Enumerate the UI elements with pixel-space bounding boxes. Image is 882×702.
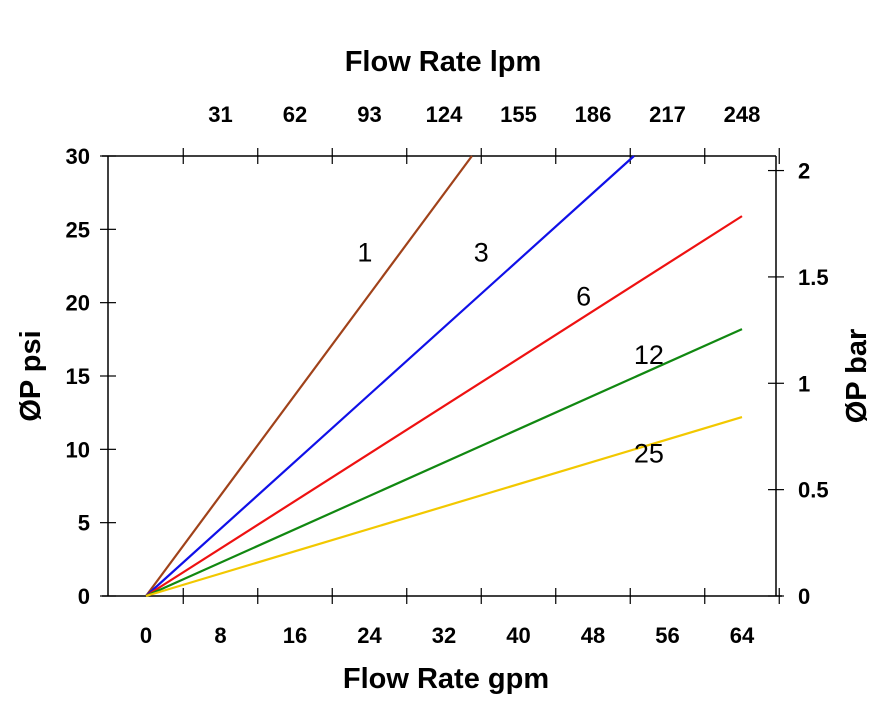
- y-tick-label: 5: [78, 511, 90, 536]
- top-x-tick-label: 186: [575, 102, 612, 127]
- right-y-tick-label: 2: [798, 159, 810, 184]
- y-axis-title: ØP psi: [15, 330, 47, 421]
- x-tick-label: 32: [432, 623, 456, 648]
- x-tick-label: 64: [730, 623, 755, 648]
- series-line-6: [145, 215, 743, 597]
- x-tick-label: 24: [357, 623, 382, 648]
- y-tick-label: 20: [66, 291, 90, 316]
- y-tick-label: 10: [66, 437, 90, 462]
- x-axis-title: Flow Rate gpm: [343, 663, 549, 695]
- series-label-3: 3: [474, 237, 489, 267]
- top-x-tick-label: 124: [426, 102, 463, 127]
- y-tick-label: 25: [66, 217, 90, 242]
- y-tick-label: 30: [66, 144, 90, 169]
- series-line-12: [145, 328, 743, 598]
- x-tick-label: 48: [581, 623, 605, 648]
- series-label-12: 12: [634, 340, 664, 370]
- plot-frame: [102, 155, 782, 597]
- series-label-25: 25: [634, 438, 664, 468]
- right-y-tick-label: 0.5: [798, 478, 829, 503]
- series-label-6: 6: [576, 281, 591, 311]
- y-tick-label: 15: [66, 364, 90, 389]
- right-y-tick-label: 1: [798, 371, 810, 396]
- top-x-axis-title: Flow Rate lpm: [345, 46, 542, 78]
- x-tick-label: 8: [214, 623, 226, 648]
- x-tick-label: 16: [283, 623, 307, 648]
- top-x-tick-label: 248: [724, 102, 761, 127]
- top-x-tick-label: 62: [283, 102, 307, 127]
- series-line-3: [145, 155, 635, 597]
- y-tick-label: 0: [78, 584, 90, 609]
- series-line-1: [145, 155, 473, 597]
- x-tick-label: 0: [140, 623, 152, 648]
- x-tick-label: 56: [655, 623, 679, 648]
- top-x-tick-label: 93: [357, 102, 381, 127]
- x-tick-label: 40: [506, 623, 530, 648]
- top-x-tick-label: 155: [500, 102, 537, 127]
- top-x-tick-label: 31: [208, 102, 232, 127]
- series-line-25: [145, 416, 743, 598]
- right-y-axis-title: ØP bar: [841, 329, 873, 424]
- right-y-tick-label: 0: [798, 584, 810, 609]
- right-y-tick-label: 1.5: [798, 265, 829, 290]
- series-label-1: 1: [357, 237, 372, 267]
- top-x-tick-label: 217: [649, 102, 686, 127]
